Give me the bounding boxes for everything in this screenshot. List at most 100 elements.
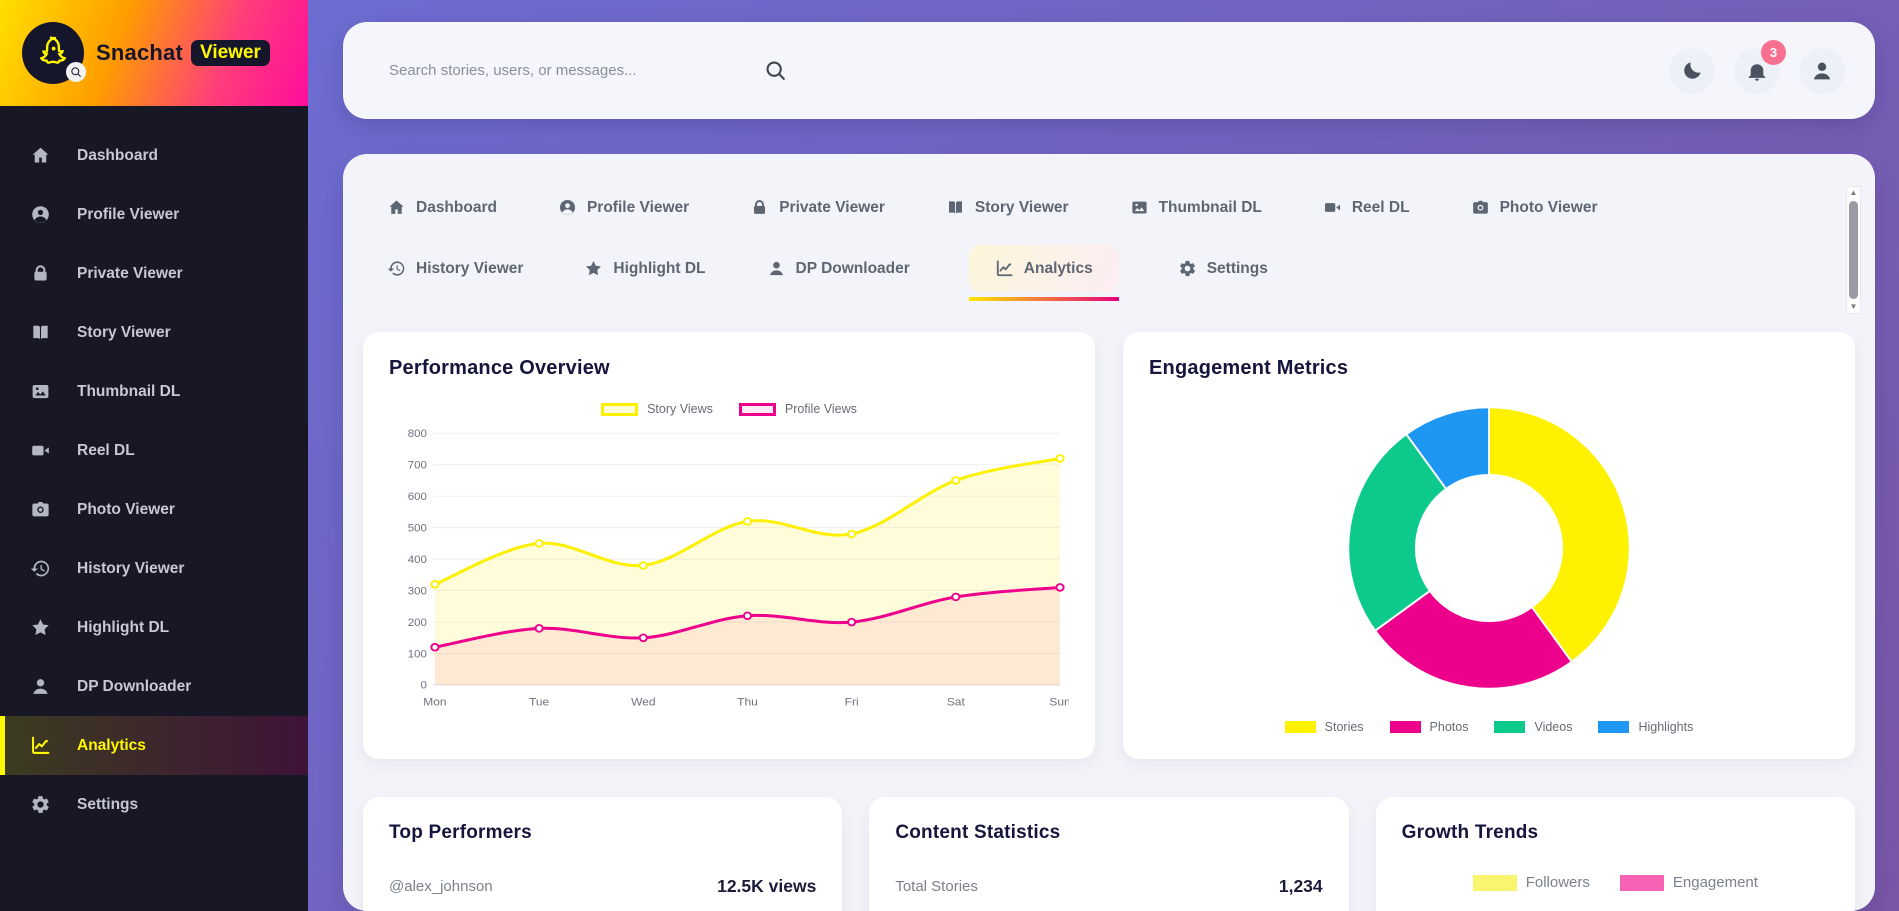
tab-history-viewer[interactable]: History Viewer bbox=[385, 245, 525, 292]
charts-row: Performance Overview Story Views Profile … bbox=[363, 332, 1855, 759]
sidebar-item-private-viewer[interactable]: Private Viewer bbox=[0, 244, 308, 303]
scrollbar[interactable]: ▲ ▼ bbox=[1846, 186, 1861, 314]
tab-reel-dl[interactable]: Reel DL bbox=[1321, 184, 1412, 231]
notifications-button[interactable]: 3 bbox=[1734, 39, 1786, 94]
top-performers-card: Top Performers @alex_johnson 12.5K views bbox=[363, 797, 843, 911]
legend-swatch bbox=[1598, 721, 1630, 733]
moon-icon bbox=[1680, 59, 1704, 83]
legend-label: Profile Views bbox=[784, 402, 857, 416]
star-icon bbox=[584, 259, 603, 278]
tab-label: Reel DL bbox=[1351, 198, 1410, 216]
sidebar-item-history-viewer[interactable]: History Viewer bbox=[0, 539, 308, 598]
scrollbar-down-arrow[interactable]: ▼ bbox=[1849, 302, 1858, 311]
history-icon bbox=[30, 558, 51, 579]
donut-segment-highlights[interactable] bbox=[1405, 406, 1490, 491]
engagement-metrics-title: Engagement Metrics bbox=[1149, 357, 1349, 379]
search-input[interactable] bbox=[389, 62, 744, 79]
home-icon bbox=[387, 198, 406, 217]
tab-private-viewer[interactable]: Private Viewer bbox=[748, 184, 887, 231]
account-button[interactable] bbox=[1799, 47, 1845, 94]
image-icon bbox=[1130, 198, 1149, 217]
list-item: Total Stories 1,234 bbox=[895, 876, 1322, 897]
tab-label: History Viewer bbox=[416, 259, 524, 277]
image-icon bbox=[30, 381, 51, 402]
sidebar-item-thumbnail-dl[interactable]: Thumbnail DL bbox=[0, 362, 308, 421]
sidebar-item-reel-dl[interactable]: Reel DL bbox=[0, 421, 308, 480]
tab-settings[interactable]: Settings bbox=[1176, 245, 1270, 292]
list-item: @alex_johnson 12.5K views bbox=[389, 876, 816, 897]
engagement-donut-chart[interactable] bbox=[1339, 398, 1639, 698]
svg-text:Mon: Mon bbox=[423, 696, 446, 709]
magnifier-badge-icon bbox=[66, 62, 86, 82]
svg-text:500: 500 bbox=[408, 523, 427, 535]
donut-segment-photos[interactable] bbox=[1373, 589, 1573, 690]
sidebar-item-label: Private Viewer bbox=[77, 264, 183, 282]
svg-text:600: 600 bbox=[408, 491, 427, 503]
donut-segment-videos[interactable] bbox=[1347, 432, 1448, 632]
tab-photo-viewer[interactable]: Photo Viewer bbox=[1469, 184, 1600, 231]
legend-item-followers[interactable]: Followers bbox=[1472, 874, 1590, 891]
tab-analytics[interactable]: Analytics bbox=[968, 245, 1119, 301]
performance-line-chart[interactable]: 0 100 200 300 400 500 600 700 800 Mon Tue Wed Thu Fri… bbox=[389, 422, 1069, 714]
legend-item-profile-views[interactable]: Profile Views bbox=[738, 402, 857, 416]
growth-trends-card: Growth Trends Followers Engagement bbox=[1375, 797, 1855, 911]
gear-icon bbox=[30, 794, 51, 815]
content-statistics-card: Content Statistics Total Stories 1,234 bbox=[869, 797, 1349, 911]
scrollbar-thumb[interactable] bbox=[1849, 201, 1858, 299]
sidebar-item-photo-viewer[interactable]: Photo Viewer bbox=[0, 480, 308, 539]
legend-swatch bbox=[1389, 721, 1421, 733]
legend-swatch bbox=[1472, 874, 1517, 891]
tab-dashboard[interactable]: Dashboard bbox=[385, 184, 499, 231]
sidebar-item-story-viewer[interactable]: Story Viewer bbox=[0, 303, 308, 362]
legend-item-photos[interactable]: Photos bbox=[1389, 720, 1468, 734]
performance-overview-title: Performance Overview bbox=[389, 357, 610, 379]
home-icon bbox=[30, 145, 51, 166]
svg-text:Tue: Tue bbox=[529, 696, 549, 709]
legend-swatch bbox=[1494, 721, 1526, 733]
legend-item-story-views[interactable]: Story Views bbox=[601, 402, 713, 416]
svg-text:100: 100 bbox=[408, 649, 427, 661]
sidebar-item-dashboard[interactable]: Dashboard bbox=[0, 126, 308, 185]
legend-label: Story Views bbox=[647, 402, 713, 416]
legend-item-engagement[interactable]: Engagement bbox=[1619, 874, 1758, 891]
search-bar bbox=[343, 59, 863, 82]
sidebar-item-highlight-dl[interactable]: Highlight DL bbox=[0, 598, 308, 657]
scrollbar-up-arrow[interactable]: ▲ bbox=[1849, 188, 1858, 197]
legend-label: Highlights bbox=[1638, 720, 1694, 734]
stat-label: Total Stories bbox=[895, 878, 978, 895]
sidebar-item-label: Reel DL bbox=[77, 441, 135, 459]
sidebar-item-label: Story Viewer bbox=[77, 323, 171, 341]
tab-dp-downloader[interactable]: DP Downloader bbox=[765, 245, 912, 292]
tab-profile-viewer[interactable]: Profile Viewer bbox=[556, 184, 691, 231]
sidebar-item-analytics[interactable]: Analytics bbox=[0, 716, 308, 775]
sidebar-item-dp-downloader[interactable]: DP Downloader bbox=[0, 657, 308, 716]
gear-icon bbox=[1178, 259, 1197, 278]
tab-highlight-dl[interactable]: Highlight DL bbox=[582, 245, 707, 292]
brand-badge: Viewer bbox=[190, 40, 270, 66]
donut-segment-stories[interactable] bbox=[1488, 406, 1631, 664]
user-icon bbox=[767, 259, 786, 278]
legend-item-highlights[interactable]: Highlights bbox=[1598, 720, 1693, 734]
legend-item-videos[interactable]: Videos bbox=[1494, 720, 1572, 734]
tab-label: Dashboard bbox=[416, 198, 497, 216]
dark-mode-toggle[interactable] bbox=[1669, 47, 1715, 94]
star-icon bbox=[30, 617, 51, 638]
growth-trends-title: Growth Trends bbox=[1401, 822, 1539, 843]
sidebar-item-profile-viewer[interactable]: Profile Viewer bbox=[0, 185, 308, 244]
performer-handle: @alex_johnson bbox=[389, 878, 493, 895]
tab-label: Highlight DL bbox=[613, 259, 706, 277]
user-icon bbox=[30, 676, 51, 697]
app-logo bbox=[22, 22, 86, 84]
tab-thumbnail-dl[interactable]: Thumbnail DL bbox=[1128, 184, 1264, 231]
tab-story-viewer[interactable]: Story Viewer bbox=[944, 184, 1071, 231]
book-icon bbox=[30, 322, 51, 343]
tab-label: Private Viewer bbox=[779, 198, 885, 216]
sidebar-item-settings[interactable]: Settings bbox=[0, 775, 308, 834]
tab-label: Story Viewer bbox=[974, 198, 1069, 216]
main-column: 3 ▲ ▼ Dashboard Profile Viewer Private V… bbox=[308, 0, 1899, 911]
content-statistics-rows: Total Stories 1,234 bbox=[895, 876, 1322, 897]
legend-item-stories[interactable]: Stories bbox=[1284, 720, 1364, 734]
logo-band[interactable]: Snachat Viewer bbox=[0, 0, 308, 106]
search-button[interactable] bbox=[764, 59, 787, 82]
tab-label: Photo Viewer bbox=[1499, 198, 1598, 216]
